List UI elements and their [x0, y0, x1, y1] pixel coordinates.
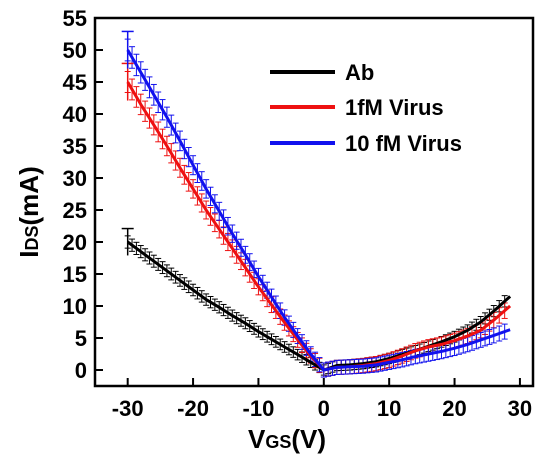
x-tick-label: -20: [177, 396, 209, 421]
series-line-1fm-virus: [126, 81, 512, 372]
y-tick-label: 0: [75, 358, 87, 383]
x-axis-title: VGS(V): [248, 424, 326, 454]
plot-frame: [93, 16, 535, 388]
x-tick-label: -10: [243, 396, 275, 421]
y-tick-label: 10: [63, 294, 87, 319]
legend-label-10fm: 10 fM Virus: [345, 131, 462, 156]
y-tick-label: 15: [63, 262, 87, 287]
x-tick-label: -30: [112, 396, 144, 421]
y-tick-label: 50: [63, 38, 87, 63]
series-line-ab: [126, 240, 512, 372]
x-tick-label: 30: [508, 396, 532, 421]
y-tick-label: 5: [75, 326, 87, 351]
series-layer: [121, 30, 512, 372]
y-tick-label: 35: [63, 134, 87, 159]
y-tick-label: 20: [63, 230, 87, 255]
y-tick-label: 45: [63, 70, 87, 95]
x-tick-label: 0: [318, 396, 330, 421]
x-tick-label: 20: [442, 396, 466, 421]
legend-label-1fm: 1fM Virus: [345, 95, 444, 120]
y-tick-label: 40: [63, 102, 87, 127]
ticks-layer: -30 -20 -10 0 10 20 30 0 5 10 15 20 25 30 35 40 45 50 55: [63, 6, 533, 421]
y-axis-title: IDS(mA): [14, 166, 44, 257]
x-tick-label: 10: [377, 396, 401, 421]
legend-label-ab: Ab: [345, 60, 374, 85]
y-tick-label: 30: [63, 166, 87, 191]
series-line-10-fm-virus: [126, 49, 511, 372]
error-bar-layer: [124, 38, 508, 378]
legend: Ab 1fM Virus 10 fM Virus: [270, 60, 462, 156]
y-tick-label: 55: [63, 6, 87, 31]
y-tick-label: 25: [63, 198, 87, 223]
